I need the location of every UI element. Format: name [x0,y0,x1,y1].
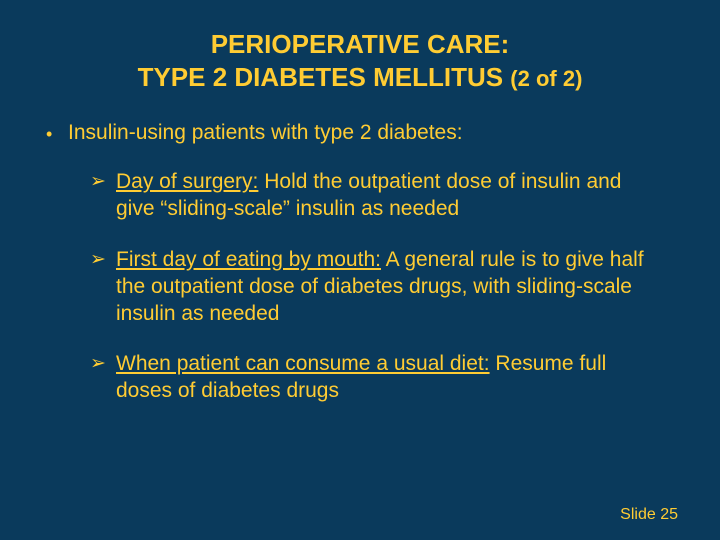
bullet-level-2-text: When patient can consume a usual diet: R… [116,351,660,405]
bullet-level-2: ➢ When patient can consume a usual diet:… [90,351,660,405]
bullet-dot-icon: • [46,121,68,147]
bullet-lead: When patient can consume a usual diet: [116,352,490,375]
bullet-lead: Day of surgery: [116,170,258,193]
title-line-2-paren: (2 of 2) [510,66,582,91]
bullet-level-1: • Insulin-using patients with type 2 dia… [46,121,680,147]
bullet-level-2-text: Day of surgery: Hold the outpatient dose… [116,169,660,223]
bullet-lead: First day of eating by mouth: [116,248,381,271]
bullet-level-2: ➢ First day of eating by mouth: A genera… [90,247,660,328]
arrow-icon: ➢ [90,351,116,377]
bullet-level-2-text: First day of eating by mouth: A general … [116,247,660,328]
bullet-level-1-text: Insulin-using patients with type 2 diabe… [68,121,463,145]
slide: PERIOPERATIVE CARE: TYPE 2 DIABETES MELL… [0,0,720,540]
title-line-1: PERIOPERATIVE CARE: [40,28,680,61]
bullet-level-2: ➢ Day of surgery: Hold the outpatient do… [90,169,660,223]
slide-title: PERIOPERATIVE CARE: TYPE 2 DIABETES MELL… [40,28,680,93]
title-line-2-main: TYPE 2 DIABETES MELLITUS [138,62,511,92]
title-line-2: TYPE 2 DIABETES MELLITUS (2 of 2) [40,61,680,94]
arrow-icon: ➢ [90,247,116,273]
slide-number: Slide 25 [620,506,678,524]
arrow-icon: ➢ [90,169,116,195]
